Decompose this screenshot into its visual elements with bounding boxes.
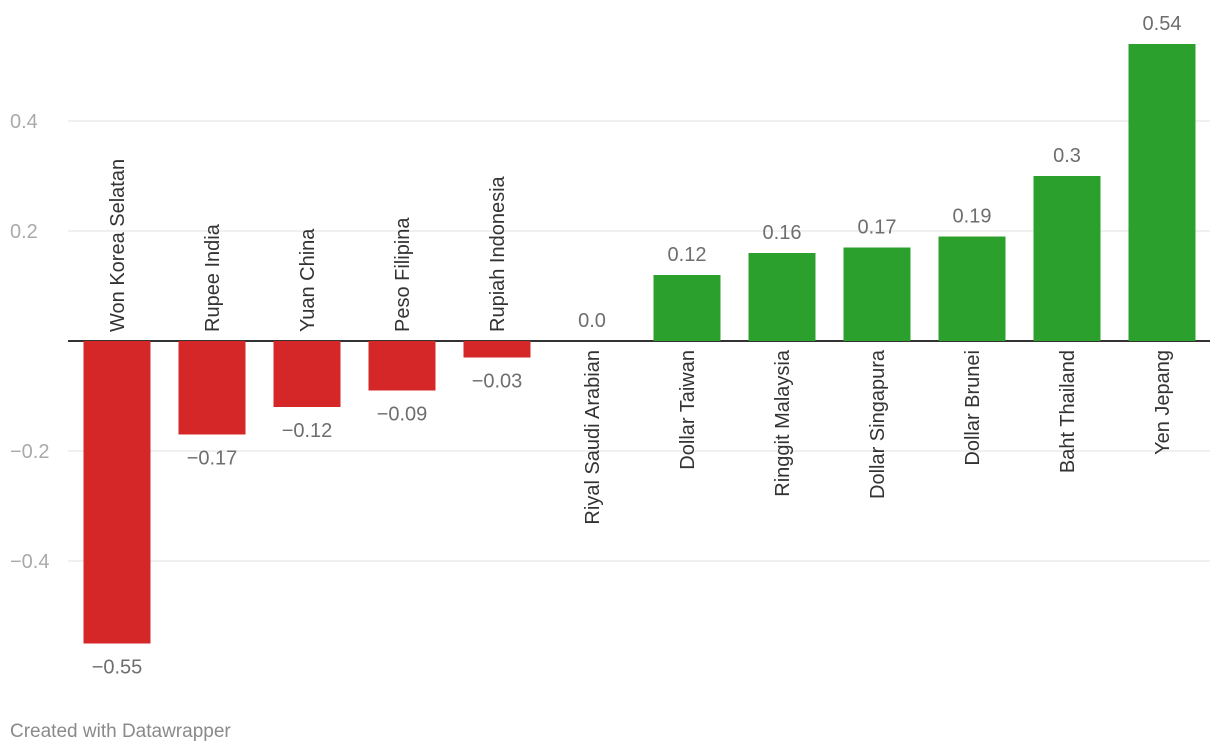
value-label: 0.12 (668, 244, 707, 266)
bar (178, 341, 246, 435)
bar (653, 275, 721, 341)
bar (1033, 176, 1101, 341)
value-label: −0.09 (377, 404, 428, 426)
category-label: Riyal Saudi Arabian (582, 350, 604, 525)
credit-text: Created with Datawrapper (10, 721, 231, 742)
value-label: −0.55 (92, 657, 143, 679)
value-label: −0.17 (187, 448, 238, 470)
bar (83, 341, 151, 644)
category-label: Baht Thailand (1057, 350, 1079, 473)
category-label: Dollar Singapura (867, 349, 889, 499)
category-label: Yuan China (297, 228, 319, 332)
value-label: 0.3 (1053, 145, 1081, 167)
value-label: 0.0 (578, 310, 606, 332)
bars (83, 44, 1196, 644)
bar-chart: 0.4 0.2 −0.2 −0.4 −0.55 Won Korea Selatan −0.1… (10, 13, 1210, 679)
gridlines (68, 120, 1210, 562)
bar (368, 341, 436, 391)
y-tick-label: 0.4 (10, 111, 38, 133)
category-label: Won Korea Selatan (107, 159, 129, 332)
category-label: Dollar Brunei (962, 350, 984, 466)
bar (1128, 44, 1196, 341)
bar (748, 253, 816, 341)
bar (463, 341, 531, 358)
category-label: Ringgit Malaysia (772, 349, 794, 497)
value-label: 0.54 (1143, 13, 1182, 35)
bar (273, 341, 341, 407)
value-label: −0.12 (282, 420, 333, 442)
y-tick-label: 0.2 (10, 221, 38, 243)
category-label: Rupee India (202, 223, 224, 332)
bar (843, 247, 911, 341)
value-label: 0.17 (858, 217, 897, 239)
y-tick-label: −0.4 (10, 551, 49, 573)
category-label: Peso Filipina (392, 217, 414, 332)
category-label: Yen Jepang (1152, 350, 1174, 455)
value-label: 0.19 (953, 206, 992, 228)
labels: 0.4 0.2 −0.2 −0.4 −0.55 Won Korea Selatan −0.1… (10, 13, 1181, 679)
bar (938, 236, 1006, 341)
value-label: −0.03 (472, 371, 523, 393)
category-label: Dollar Taiwan (677, 350, 699, 470)
y-tick-label: −0.2 (10, 441, 49, 463)
value-label: 0.16 (763, 222, 802, 244)
category-label: Rupiah Indonesia (487, 175, 509, 332)
